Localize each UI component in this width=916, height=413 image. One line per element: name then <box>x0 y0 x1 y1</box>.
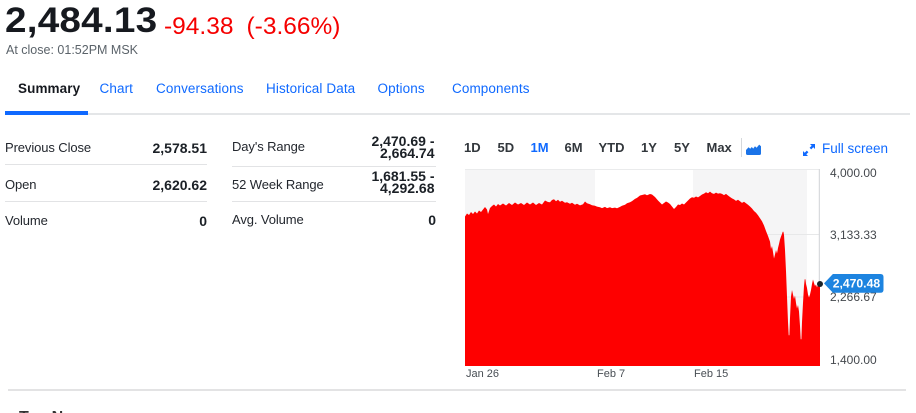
svg-text:2,470.48: 2,470.48 <box>833 277 881 291</box>
